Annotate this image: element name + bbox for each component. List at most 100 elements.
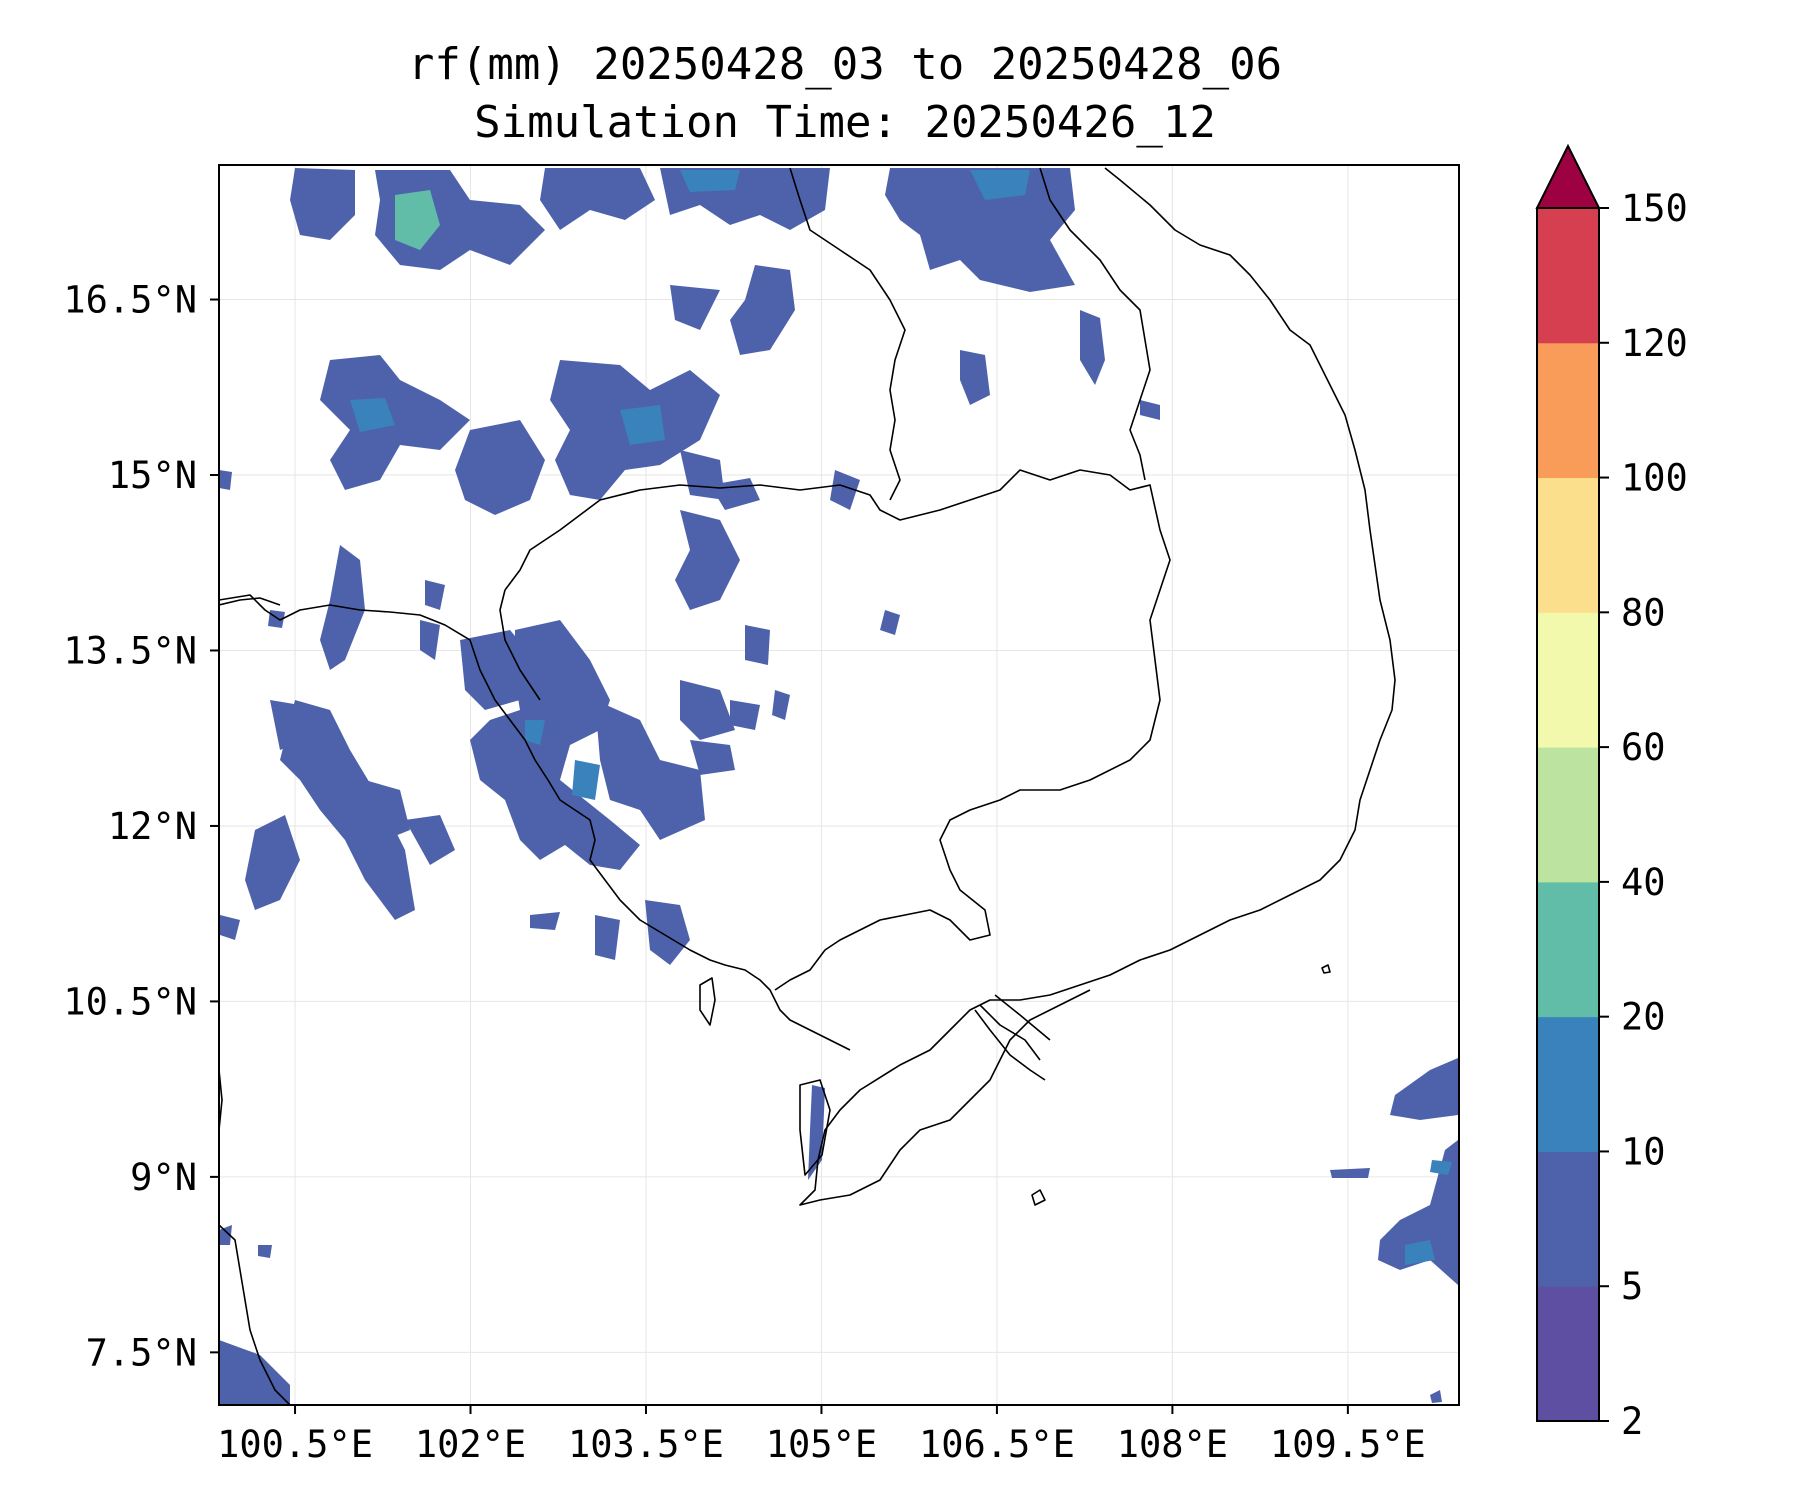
colorbar-segment (1537, 612, 1599, 748)
rain-patch (620, 405, 665, 445)
colorbar: 2 5 10 20 40 60 80 100 120 150 (1535, 143, 1688, 1443)
rain-patch (320, 355, 470, 490)
rain-patch (405, 815, 455, 865)
rain-patch (960, 350, 990, 405)
border-cambodia (504, 469, 1171, 991)
rain-patch (258, 1245, 272, 1258)
lat-tick-label: 13.5°N (63, 629, 197, 672)
colorbar-segment (1537, 747, 1599, 883)
rain-patch (1430, 1160, 1452, 1175)
colorbar-tick-label: 10 (1621, 1130, 1666, 1173)
island (799, 1079, 831, 1176)
rain-patch (808, 1085, 825, 1180)
colorbar-segment (1537, 342, 1599, 479)
colorbar-frame (1536, 207, 1600, 1422)
rain-patch (420, 620, 440, 660)
colorbar-segment (1537, 1151, 1599, 1287)
colorbar-tick-label: 2 (1621, 1400, 1643, 1443)
rain-patch (690, 740, 735, 775)
rain-patch (680, 680, 735, 740)
lon-tick-label: 108°E (1117, 1423, 1228, 1466)
colorbar-extend-triangle (1535, 143, 1601, 209)
rain-patch (530, 912, 560, 930)
colorbar-tick-label: 80 (1621, 591, 1666, 634)
rainfall-contours (219, 168, 1458, 1405)
lon-tick-label: 102°E (415, 1423, 526, 1466)
lon-tick-label: 106.5°E (919, 1423, 1075, 1466)
lat-tick-label: 15°N (108, 454, 197, 497)
colorbar-tick-label: 100 (1621, 457, 1688, 500)
lon-tick-label: 103.5°E (568, 1423, 724, 1466)
border-laos-vietnam (1039, 167, 1151, 481)
colorbar-tick-label: 5 (1621, 1265, 1643, 1308)
rain-patch (1378, 1140, 1458, 1285)
rain-patch (730, 265, 795, 355)
lon-tick-label: 100.5°E (217, 1423, 373, 1466)
rain-patch (595, 700, 705, 840)
rain-patch (1390, 1058, 1458, 1120)
rain-patch (1080, 310, 1105, 385)
rain-patch (470, 620, 640, 870)
colorbar-segment (1537, 1016, 1599, 1152)
rain-patch (572, 760, 600, 800)
rain-patch (880, 610, 900, 635)
rain-patch (680, 170, 740, 192)
map-frame (218, 164, 1460, 1406)
rain-patch (670, 285, 720, 330)
lat-tick-label: 9°N (130, 1156, 197, 1199)
lat-tick-label: 12°N (108, 805, 197, 848)
rain-patch (350, 398, 395, 432)
rain-patch (970, 170, 1030, 200)
rain-patch (365, 780, 410, 840)
rain-patch (772, 690, 790, 720)
colorbar-segment (1537, 477, 1599, 613)
rain-patch (595, 915, 620, 960)
rain-patch (1140, 400, 1160, 420)
rain-patch (1405, 1240, 1435, 1265)
lon-tick-label: 109.5°E (1270, 1423, 1426, 1466)
rain-patch (830, 470, 860, 510)
colorbar-tick-label: 20 (1621, 996, 1666, 1039)
rain-patch (220, 915, 240, 940)
coastline-gulf (494, 699, 851, 1051)
coastline-thailand (219, 594, 496, 701)
rain-patch (280, 700, 415, 920)
island (1321, 964, 1331, 974)
rain-patch (675, 510, 740, 610)
island (1031, 1189, 1046, 1206)
rain-patch (219, 1225, 232, 1245)
latitude-axis: 7.5°N 9°N 10.5°N 12°N 13.5°N 15°N 16.5°N (63, 279, 219, 1374)
rain-patch (219, 1340, 290, 1405)
border-laos-thailand (789, 167, 906, 501)
rain-patch (1430, 1390, 1442, 1403)
rain-patch (1330, 1168, 1370, 1178)
rain-patch (270, 700, 305, 750)
island (699, 977, 716, 1026)
map-gridlines (219, 165, 1459, 1405)
rain-patch (219, 470, 232, 490)
lon-tick-label: 105°E (766, 1423, 877, 1466)
rain-patch (540, 168, 655, 230)
rain-patch (525, 720, 545, 745)
rain-patch (745, 625, 770, 665)
colorbar-segment (1537, 208, 1599, 344)
coastline-vietnam (799, 167, 1396, 1206)
map-title-line1: rf(mm) 20250428_03 to 20250428_06 (407, 39, 1283, 90)
coastline-mekong (974, 994, 1051, 1081)
map-title-line2: Simulation Time: 20250426_12 (474, 97, 1216, 148)
rain-patch (645, 900, 690, 965)
rain-patch (245, 815, 300, 910)
longitude-axis: 100.5°E 102°E 103.5°E 105°E 106.5°E 108°E 109.… (217, 1405, 1426, 1466)
colorbar-tick-label: 40 (1621, 861, 1666, 904)
lat-tick-label: 16.5°N (63, 279, 197, 322)
colorbar-segment (1537, 881, 1599, 1018)
lat-tick-label: 10.5°N (63, 980, 197, 1023)
rain-patch (425, 580, 445, 610)
rain-patch (290, 168, 355, 240)
colorbar-tick-label: 150 (1621, 187, 1688, 230)
rain-patch (730, 700, 760, 730)
colorbar-segment (1537, 1286, 1599, 1422)
rain-patch (885, 168, 1075, 292)
colorbar-tick-label: 120 (1621, 322, 1688, 365)
